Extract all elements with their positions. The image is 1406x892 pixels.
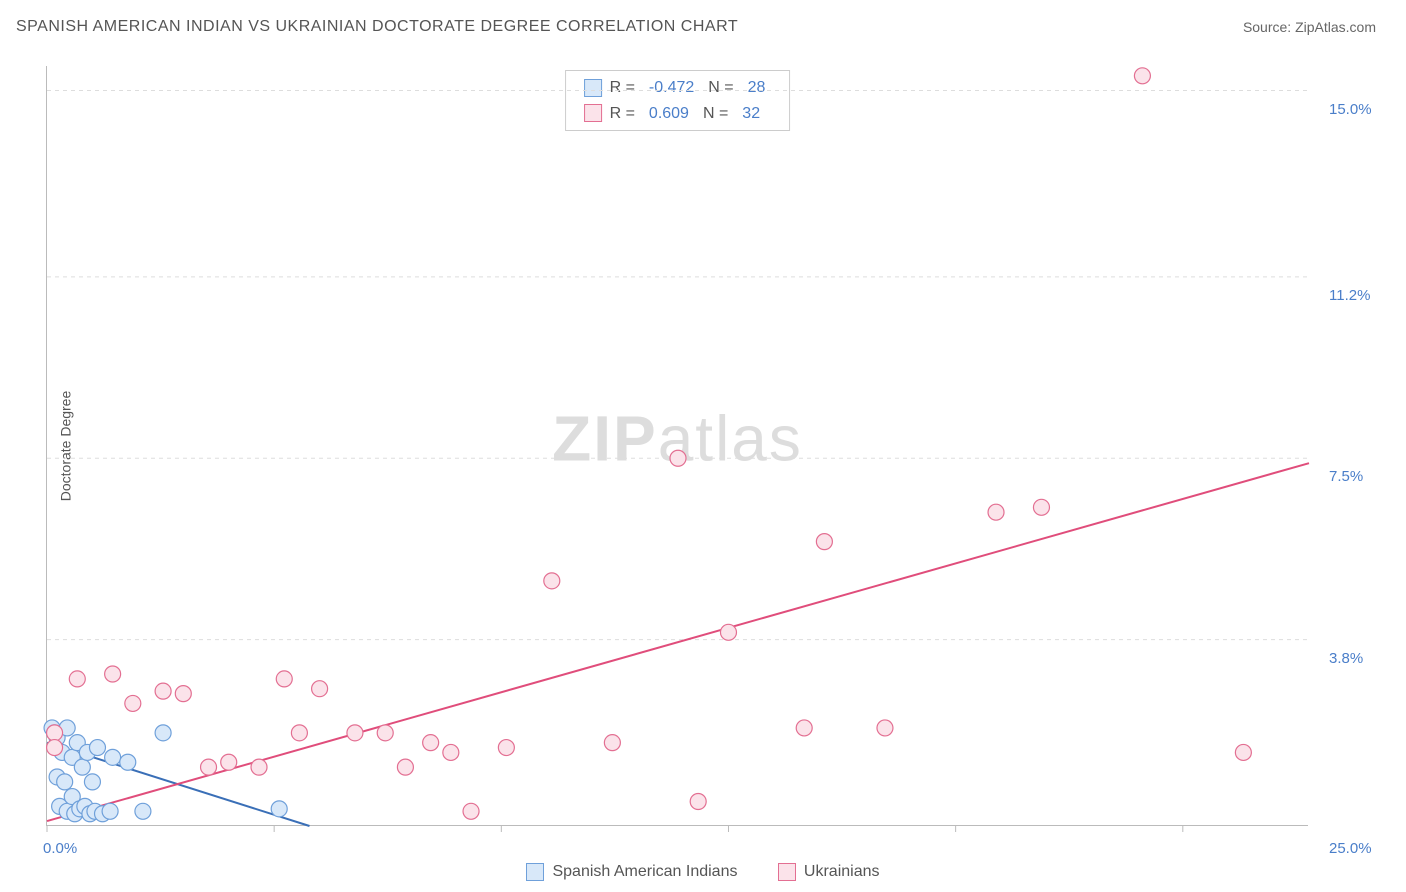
scatter-point [463, 803, 479, 819]
source-attribution: Source: ZipAtlas.com [1243, 19, 1376, 35]
scatter-point [74, 759, 90, 775]
scatter-point [877, 720, 893, 736]
scatter-svg [47, 66, 1308, 825]
scatter-point [102, 803, 118, 819]
scatter-point [276, 671, 292, 687]
chart-plot-area: ZIPatlas R = -0.472 N = 28 R = 0.609 N =… [46, 66, 1308, 826]
swatch-blue [526, 863, 544, 881]
swatch-pink [778, 863, 796, 881]
scatter-point [175, 686, 191, 702]
scatter-point [89, 740, 105, 756]
scatter-point [271, 801, 287, 817]
scatter-point [47, 725, 63, 741]
scatter-point [670, 450, 686, 466]
legend-item-pink: Ukrainians [778, 863, 880, 881]
scatter-point [816, 534, 832, 550]
scatter-point [201, 759, 217, 775]
legend-label-pink: Ukrainians [804, 863, 880, 881]
y-tick-label: 7.5% [1329, 468, 1363, 485]
scatter-point [84, 774, 100, 790]
scatter-point [251, 759, 267, 775]
legend-label-blue: Spanish American Indians [552, 863, 737, 881]
y-tick-label: 15.0% [1329, 101, 1372, 118]
scatter-point [47, 740, 63, 756]
scatter-point [312, 681, 328, 697]
scatter-point [423, 735, 439, 751]
scatter-point [125, 695, 141, 711]
scatter-point [544, 573, 560, 589]
header: SPANISH AMERICAN INDIAN VS UKRAINIAN DOC… [0, 0, 1406, 44]
scatter-point [397, 759, 413, 775]
scatter-point [443, 744, 459, 760]
scatter-point [1134, 68, 1150, 84]
scatter-point [720, 624, 736, 640]
scatter-point [690, 793, 706, 809]
scatter-point [105, 666, 121, 682]
scatter-point [1235, 744, 1251, 760]
scatter-point [377, 725, 393, 741]
scatter-point [120, 754, 136, 770]
bottom-legend: Spanish American Indians Ukrainians [0, 863, 1406, 886]
trend-line [47, 463, 1309, 821]
legend-item-blue: Spanish American Indians [526, 863, 737, 881]
scatter-point [221, 754, 237, 770]
scatter-point [1033, 499, 1049, 515]
y-tick-label: 3.8% [1329, 650, 1363, 667]
scatter-point [155, 725, 171, 741]
scatter-point [69, 671, 85, 687]
scatter-point [135, 803, 151, 819]
x-tick-label-right: 25.0% [1329, 840, 1372, 857]
scatter-point [988, 504, 1004, 520]
scatter-point [57, 774, 73, 790]
scatter-point [796, 720, 812, 736]
scatter-point [604, 735, 620, 751]
scatter-point [291, 725, 307, 741]
page-title: SPANISH AMERICAN INDIAN VS UKRAINIAN DOC… [16, 18, 738, 36]
y-tick-label: 11.2% [1329, 287, 1370, 304]
scatter-point [155, 683, 171, 699]
scatter-point [105, 749, 121, 765]
x-tick-label-left: 0.0% [43, 840, 77, 857]
scatter-point [498, 740, 514, 756]
scatter-point [347, 725, 363, 741]
